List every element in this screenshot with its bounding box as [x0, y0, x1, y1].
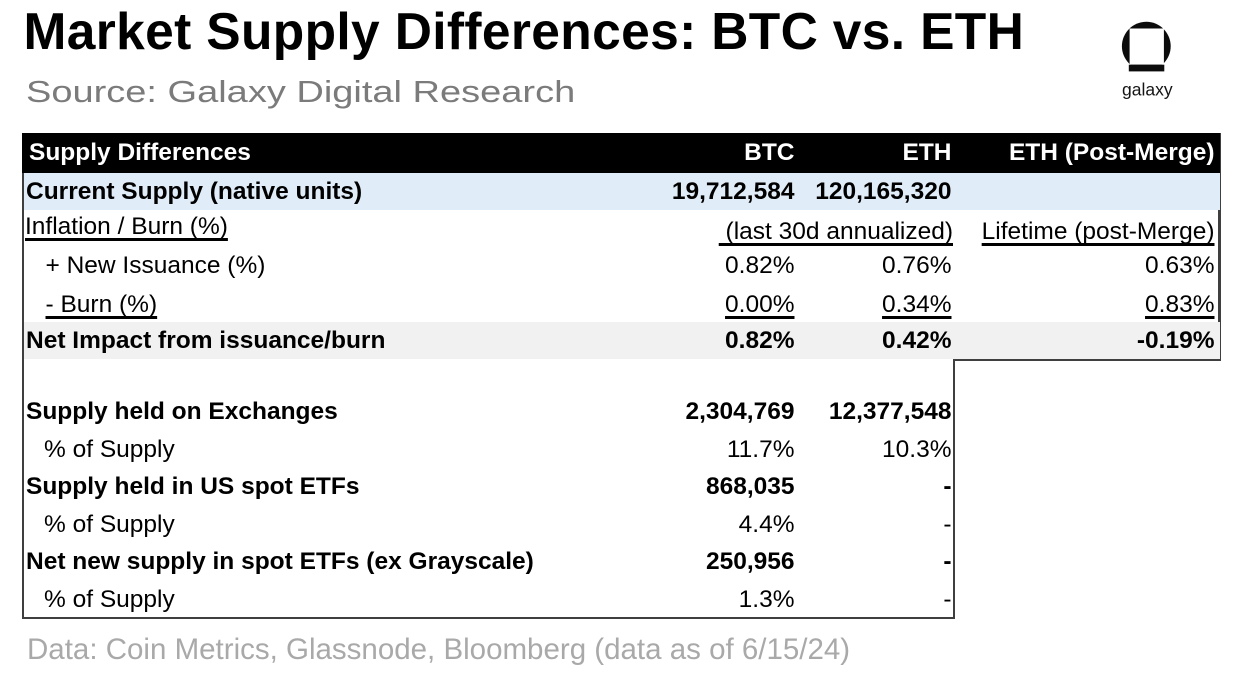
- svg-text:galaxy: galaxy: [1122, 80, 1173, 100]
